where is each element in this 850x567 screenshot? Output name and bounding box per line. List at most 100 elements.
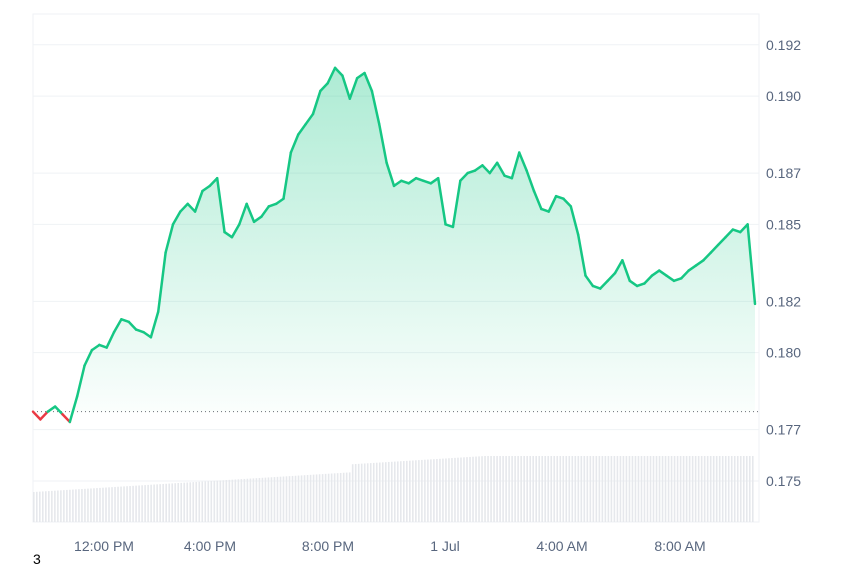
volume-bar	[586, 456, 589, 522]
volume-bar	[481, 456, 483, 522]
volume-bar	[604, 456, 607, 522]
volume-bar	[448, 458, 450, 522]
volume-bar	[237, 479, 240, 522]
price-line-segment	[61, 412, 72, 424]
price-line-segment	[746, 223, 757, 306]
price-line-segment	[319, 82, 329, 93]
volume-bar	[451, 458, 453, 522]
x-tick-label: 12:00 PM	[74, 538, 134, 554]
volume-bar	[375, 462, 378, 522]
volume-bar	[255, 478, 258, 522]
volume-bar	[222, 480, 225, 522]
volume-bar	[219, 480, 222, 522]
volume-bar	[463, 457, 465, 522]
price-line-segment	[731, 228, 742, 234]
volume-bar	[123, 486, 125, 522]
price-line-segment	[547, 194, 558, 213]
volume-bar	[300, 475, 303, 522]
volume-bar	[270, 477, 273, 522]
price-line-segment	[436, 176, 447, 226]
price-line	[31, 66, 757, 424]
volume-bar	[291, 475, 294, 522]
price-line-segment	[473, 164, 484, 172]
volume-bar	[541, 456, 544, 522]
volume-bar	[216, 480, 219, 522]
volume-bar	[63, 490, 65, 522]
volume-bar	[574, 456, 577, 522]
volume-bar	[114, 486, 116, 522]
volume-bar	[694, 456, 697, 522]
x-tick-label: 1 Jul	[430, 538, 460, 554]
volume-bar	[183, 482, 186, 522]
volume-bar	[436, 458, 438, 522]
volume-bar	[553, 456, 556, 522]
volume-bar	[378, 462, 381, 522]
volume-bar	[78, 489, 80, 522]
volume-bar	[523, 456, 525, 522]
price-line-segment	[156, 251, 167, 313]
y-tick-label: 0.185	[766, 216, 801, 232]
volume-bar	[366, 463, 369, 522]
price-line-segment	[296, 123, 307, 136]
price-line-segment	[503, 174, 514, 180]
price-line-segment	[134, 328, 145, 334]
volume-bar	[457, 457, 459, 522]
volume-bar	[339, 472, 342, 522]
volume-bar	[93, 488, 95, 522]
volume-bar	[634, 456, 637, 522]
volume-bar	[460, 457, 462, 522]
price-line-segment	[665, 274, 676, 283]
volume-bar	[676, 456, 679, 522]
volume-bar	[360, 463, 363, 522]
price-line-segment	[716, 235, 727, 247]
price-line-segment	[193, 189, 204, 213]
volume-bar	[664, 456, 667, 522]
price-line-segment	[400, 179, 410, 185]
price-line-segment	[451, 179, 462, 229]
volume-bar	[306, 475, 309, 522]
volume-bar	[727, 456, 730, 522]
volume-bar	[562, 456, 565, 522]
price-line-segment	[245, 202, 256, 224]
volume-bar	[75, 489, 77, 522]
x-axis-ticks: 12:00 PM 4:00 PM 8:00 PM 1 Jul 4:00 AM 8:00 A…	[74, 538, 706, 554]
volume-bar	[466, 457, 468, 522]
volume-bar	[658, 456, 661, 522]
volume-bar	[210, 480, 213, 522]
volume-bar	[406, 460, 408, 522]
volume-bar	[679, 456, 682, 522]
price-line-segment	[83, 348, 94, 367]
volume-bar	[189, 482, 192, 522]
volume-bar	[198, 481, 201, 522]
volume-bar	[102, 487, 104, 522]
price-line-segment	[186, 202, 197, 213]
price-line-segment	[694, 259, 705, 267]
price-line-segment	[39, 410, 49, 421]
volume-bar	[418, 460, 420, 522]
volume-bar	[649, 456, 652, 522]
volume-bar	[409, 460, 411, 522]
volume-bar	[577, 456, 580, 522]
volume-bar	[228, 479, 231, 522]
volume-bar	[550, 456, 553, 522]
volume-bar	[415, 460, 417, 522]
volume-bar	[733, 456, 736, 522]
volume-bar	[120, 486, 122, 522]
volume-bar	[667, 456, 670, 522]
volume-bar	[730, 456, 733, 522]
volume-bar	[87, 488, 89, 522]
volume-bar	[697, 456, 700, 522]
price-line-segment	[576, 233, 587, 277]
price-line-segment	[179, 202, 189, 213]
volume-bar	[171, 483, 173, 522]
volume-bar	[285, 476, 288, 522]
volume-bar	[354, 464, 357, 522]
volume-bar	[571, 456, 574, 522]
y-tick-label: 0.187	[766, 165, 801, 181]
volume-bar	[472, 456, 474, 522]
volume-bar	[126, 486, 128, 522]
volume-bar	[397, 461, 399, 522]
volume-bar	[565, 456, 568, 522]
footnote-number: 3	[33, 551, 41, 567]
